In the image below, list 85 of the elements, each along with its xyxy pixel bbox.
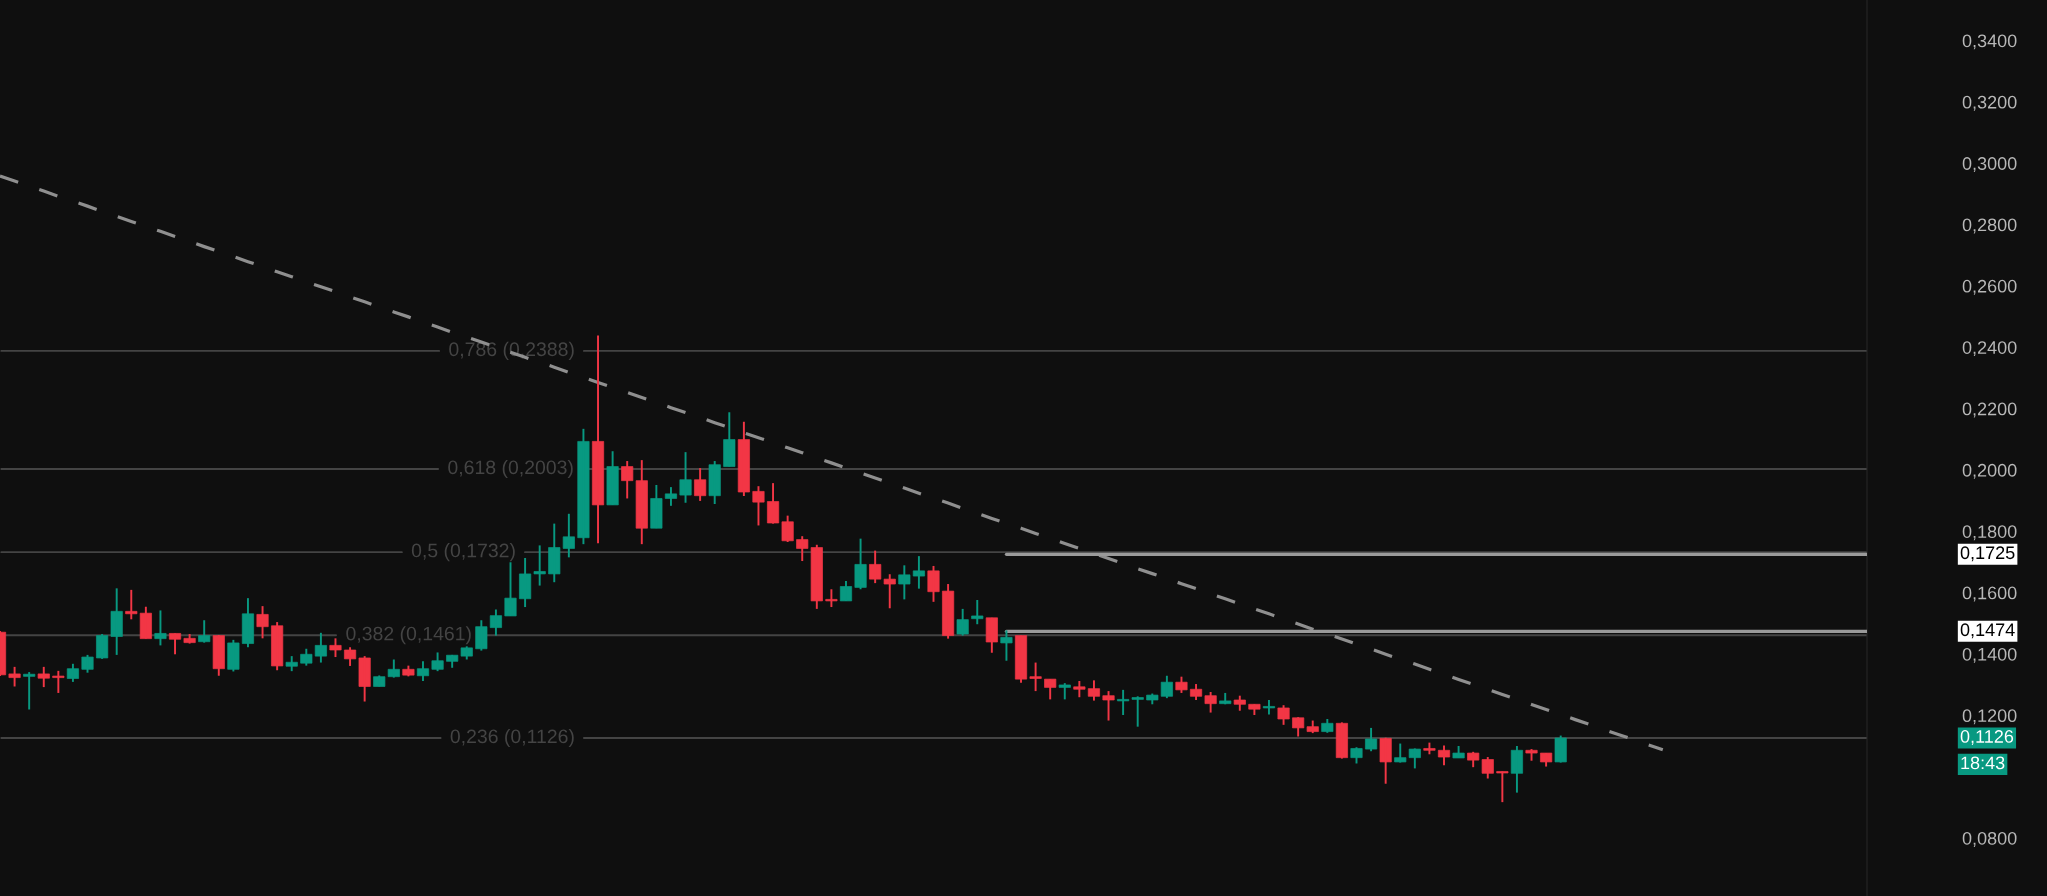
candlestick — [1044, 678, 1057, 701]
candlestick — [52, 669, 65, 694]
candlestick — [110, 587, 123, 656]
candlestick — [1175, 675, 1188, 694]
candlestick — [1306, 719, 1319, 735]
candlestick — [1102, 690, 1115, 722]
candlestick — [883, 573, 896, 610]
candlestick — [664, 486, 677, 507]
candlestick — [183, 633, 196, 645]
candlestick — [285, 655, 298, 673]
text: 18:43 — [1961, 756, 2005, 770]
y-tick-label: 0,1400 — [1962, 647, 2017, 663]
y-tick-label: 0,3000 — [1962, 157, 2017, 173]
candlestick — [898, 564, 911, 601]
candlestick — [708, 460, 721, 505]
y-tick-label: 0,2000 — [1962, 463, 2017, 479]
candlestick — [781, 514, 794, 543]
candlestick — [1437, 744, 1451, 767]
candlestick — [227, 638, 240, 673]
candlestick — [1321, 718, 1334, 734]
candlestick — [1496, 770, 1509, 804]
candlestick — [956, 607, 969, 637]
candlestick — [1204, 691, 1217, 714]
candlestick — [1277, 704, 1290, 726]
candlestick — [504, 561, 517, 617]
candlestick — [854, 537, 867, 591]
y-tick-label: 0,2800 — [1962, 218, 2017, 234]
candlestick — [1262, 699, 1276, 716]
text: 0,1725 — [1960, 546, 2015, 562]
candlestick — [1087, 679, 1100, 702]
candlestick — [1365, 726, 1378, 753]
candlestick — [1452, 745, 1465, 759]
y-tick-label: 0,2600 — [1962, 279, 2017, 295]
candlestick — [8, 665, 21, 688]
candlestick — [1233, 694, 1246, 712]
candlestick — [1146, 692, 1159, 706]
candlestick — [927, 564, 940, 603]
y-tick-label: 0,3200 — [1962, 95, 2017, 111]
candlestick — [1554, 734, 1567, 764]
candlestick — [1219, 691, 1232, 706]
candlestick — [533, 544, 546, 587]
y-tick-label: 0,1800 — [1962, 525, 2017, 541]
candlestick — [1073, 680, 1086, 699]
y-tick-label: 0,3400 — [1962, 34, 2017, 50]
candlestick — [577, 427, 590, 546]
y-tick-label: 0,2200 — [1962, 402, 2017, 418]
candlestick — [402, 664, 415, 678]
y-tick-label: 0,1600 — [1962, 586, 2017, 602]
candlestick — [1379, 736, 1392, 785]
text: 0,1126 — [1960, 730, 2014, 746]
candlestick — [650, 483, 663, 530]
candlestick — [198, 619, 211, 644]
candlestick — [1292, 716, 1305, 738]
candlestick — [212, 633, 225, 677]
candlestick — [23, 671, 36, 711]
candlestick — [154, 609, 167, 647]
y-tick-label: 0,0800 — [1962, 831, 2017, 847]
candlestick — [1029, 661, 1042, 693]
candlestick — [606, 450, 619, 506]
candlestick — [1131, 695, 1144, 728]
candlestick — [1000, 629, 1013, 662]
candlestick — [37, 665, 50, 689]
candlestick — [329, 637, 342, 659]
candlestick — [679, 451, 692, 504]
candlestick — [1248, 703, 1261, 716]
candlestick — [358, 655, 371, 703]
candlestick — [475, 619, 488, 652]
candlestick — [300, 647, 313, 667]
candlestick — [971, 599, 984, 626]
candlestick — [1058, 682, 1071, 701]
candlestick — [752, 485, 765, 527]
candlestick — [548, 522, 561, 584]
candlestick — [1540, 752, 1553, 768]
candlestick — [168, 632, 182, 656]
candlestick — [1117, 688, 1130, 716]
candlestick — [344, 646, 357, 667]
candlestick — [1423, 741, 1436, 756]
candlestick — [912, 555, 925, 590]
candlestick — [431, 651, 444, 673]
candlestick — [256, 605, 269, 640]
y-tick-label: 0,2400 — [1962, 341, 2017, 357]
candlestick — [825, 588, 838, 609]
text: 0,1474 — [1960, 623, 2015, 639]
candlestick — [723, 411, 736, 468]
y-tick-label: 0,1200 — [1962, 709, 2017, 725]
